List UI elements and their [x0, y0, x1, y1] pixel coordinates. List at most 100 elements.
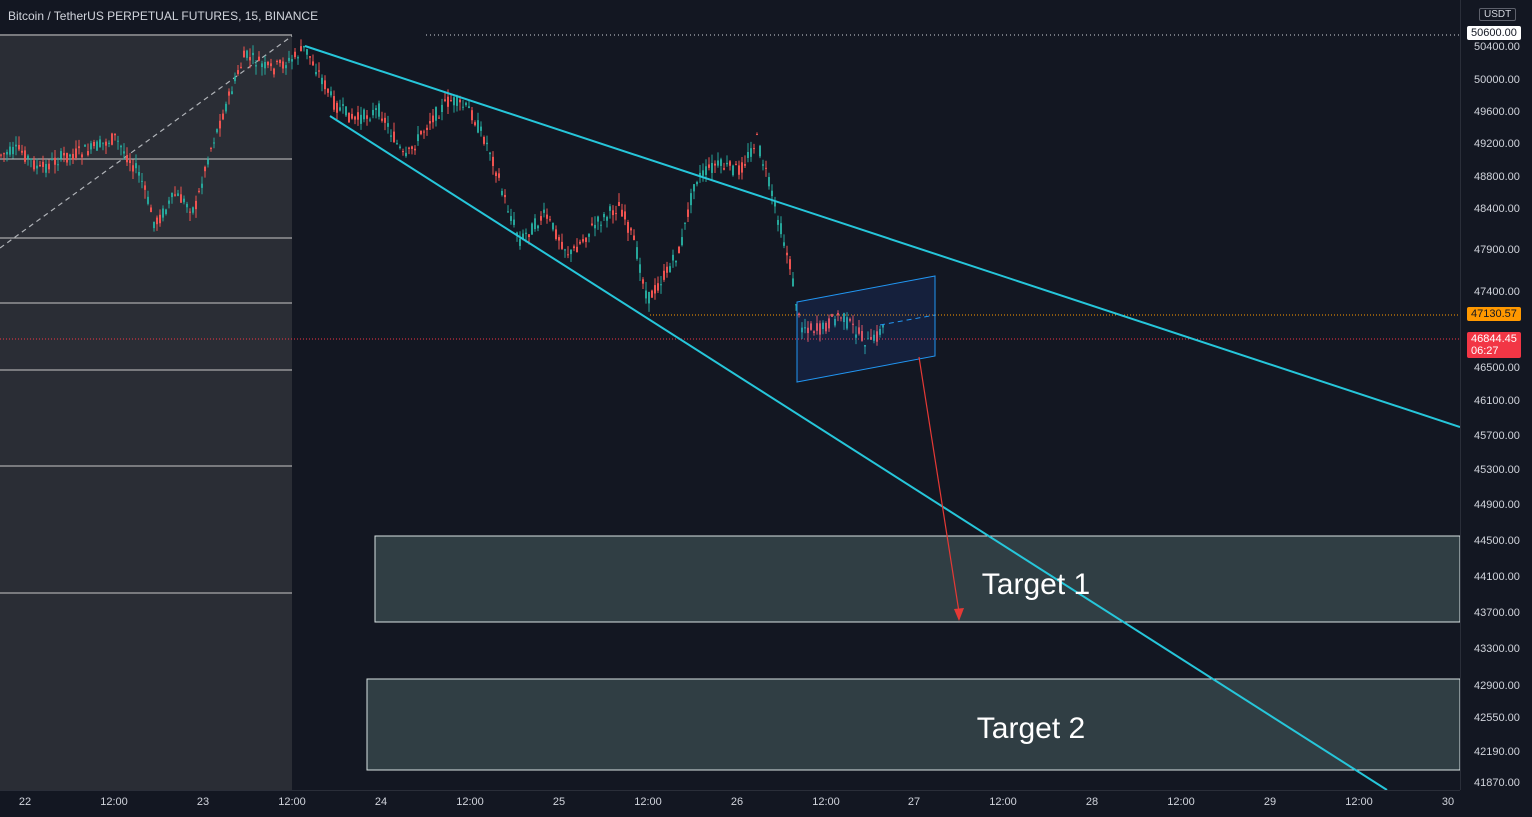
price-tick: 49600.00: [1474, 106, 1520, 118]
lower-wedge-trendline[interactable]: [329, 115, 1388, 791]
candle-body: [744, 164, 746, 166]
candle-body: [495, 172, 497, 177]
candle-body: [294, 51, 296, 58]
candle-body: [369, 119, 371, 121]
candle-body: [9, 146, 11, 155]
candle-body: [798, 313, 800, 316]
candle-body: [348, 112, 350, 123]
candle-body: [606, 216, 608, 221]
candle-body: [537, 225, 539, 229]
candle-body: [531, 223, 533, 235]
candle-body: [780, 223, 782, 235]
candle-body: [180, 194, 182, 203]
candle-body: [597, 216, 599, 222]
time-tick: 29: [1263, 796, 1277, 808]
price-tick: 43300.00: [1474, 643, 1520, 655]
candle-body: [570, 249, 572, 255]
candle-body: [342, 104, 344, 106]
projection-arrow[interactable]: [918, 356, 960, 613]
candle-body: [198, 190, 200, 192]
candle-body: [93, 141, 95, 147]
candle-body: [786, 252, 788, 256]
candle-body: [267, 61, 269, 66]
time-axis[interactable]: 22 12:00 23 12:00 24 12:00 25 12:00 26 12:00 27 12:…: [0, 790, 1460, 817]
candle-body: [561, 241, 563, 249]
candle-body: [279, 60, 281, 64]
candle-body: [750, 148, 752, 157]
candle-body: [669, 266, 671, 273]
candle-body: [315, 71, 317, 75]
chart-pane[interactable]: Bitcoin / TetherUS PERPETUAL FUTURES, 15…: [0, 0, 1461, 791]
candle-body: [306, 49, 308, 55]
candle-body: [855, 334, 857, 338]
candle-body: [285, 65, 287, 69]
candle-body: [153, 221, 155, 229]
candle-body: [96, 141, 98, 151]
time-tick: 27: [907, 796, 921, 808]
target-1-label: Target 1: [981, 568, 1091, 601]
arrow-head-icon: [954, 608, 964, 621]
candle-body: [666, 266, 668, 273]
history-highlight-region: [0, 34, 292, 790]
time-tick: 22: [18, 796, 32, 808]
target-1-box[interactable]: [374, 535, 1461, 623]
candle-body: [696, 182, 698, 185]
price-tick: 42900.00: [1474, 680, 1520, 692]
upper-wedge-trendline[interactable]: [304, 45, 1461, 428]
candle-body: [30, 158, 32, 160]
candle-body: [297, 57, 299, 59]
candle-body: [783, 242, 785, 246]
candle-body: [84, 144, 86, 147]
candle-body: [375, 108, 377, 111]
candle-body: [615, 213, 617, 215]
bar-countdown: 06:27: [1471, 345, 1499, 357]
candle-body: [702, 170, 704, 176]
time-tick: 30: [1441, 796, 1455, 808]
consolidation-channel[interactable]: [796, 275, 936, 383]
candle-body: [813, 331, 815, 333]
candle-body: [648, 291, 650, 304]
candle-body: [882, 324, 884, 328]
chart-title: Bitcoin / TetherUS PERPETUAL FUTURES, 15…: [8, 9, 319, 23]
price-tick: 42190.00: [1474, 746, 1520, 758]
candle-body: [204, 166, 206, 172]
candle-body: [504, 194, 506, 198]
candle-body: [132, 165, 134, 172]
candle-body: [711, 163, 713, 173]
candle-body: [528, 234, 530, 238]
price-tick: 42550.00: [1474, 712, 1520, 724]
candle-body: [312, 61, 314, 66]
candle-body: [321, 77, 323, 85]
candle-body: [54, 157, 56, 165]
candle-body: [45, 163, 47, 173]
price-tick: 43700.00: [1474, 607, 1520, 619]
candle-body: [378, 103, 380, 117]
candle-body: [183, 198, 185, 203]
price-axis[interactable]: USDT 50400.00 50000.00 49600.00 49200.00 488…: [1460, 0, 1532, 790]
candle-body: [618, 202, 620, 206]
candle-body: [381, 118, 383, 121]
candle-body: [429, 121, 431, 124]
candle-body: [879, 328, 881, 335]
dashed-trendline[interactable]: [0, 35, 293, 249]
candle-body: [552, 222, 554, 230]
candle-body: [840, 317, 842, 319]
candle-body: [141, 180, 143, 182]
target-2-box[interactable]: [366, 678, 1461, 771]
time-tick: 12:00: [989, 796, 1017, 808]
candle-body: [261, 63, 263, 68]
candle-body: [540, 216, 542, 221]
candle-body: [468, 106, 470, 109]
price-tick: 46500.00: [1474, 362, 1520, 374]
candle-body: [105, 141, 107, 146]
candle-body: [792, 278, 794, 287]
candle-body: [654, 285, 656, 294]
candle-body: [459, 99, 461, 103]
currency-label[interactable]: USDT: [1479, 8, 1517, 21]
chart-canvas[interactable]: [0, 0, 1461, 791]
candle-body: [411, 146, 413, 149]
candle-body: [546, 214, 548, 219]
candle-body: [498, 173, 500, 178]
candle-body: [159, 214, 161, 224]
candle-body: [579, 241, 581, 244]
